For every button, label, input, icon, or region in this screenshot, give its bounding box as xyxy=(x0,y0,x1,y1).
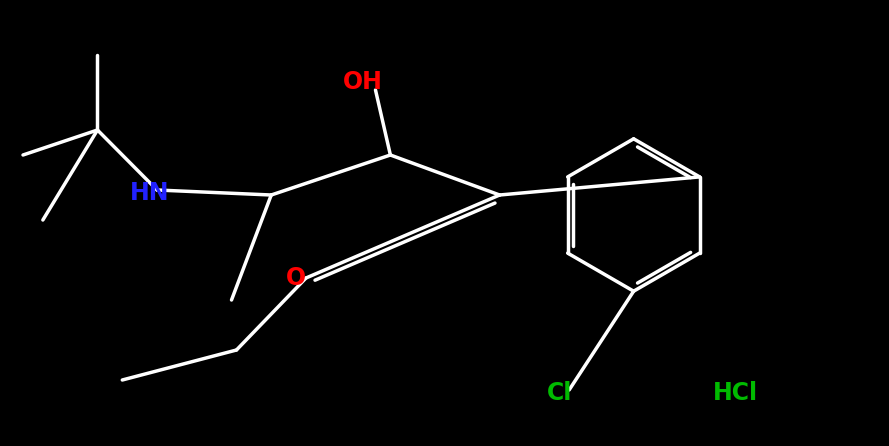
Text: OH: OH xyxy=(342,70,382,94)
Text: HCl: HCl xyxy=(713,381,758,405)
Text: O: O xyxy=(286,266,306,290)
Text: HN: HN xyxy=(131,181,170,205)
Text: Cl: Cl xyxy=(547,381,572,405)
